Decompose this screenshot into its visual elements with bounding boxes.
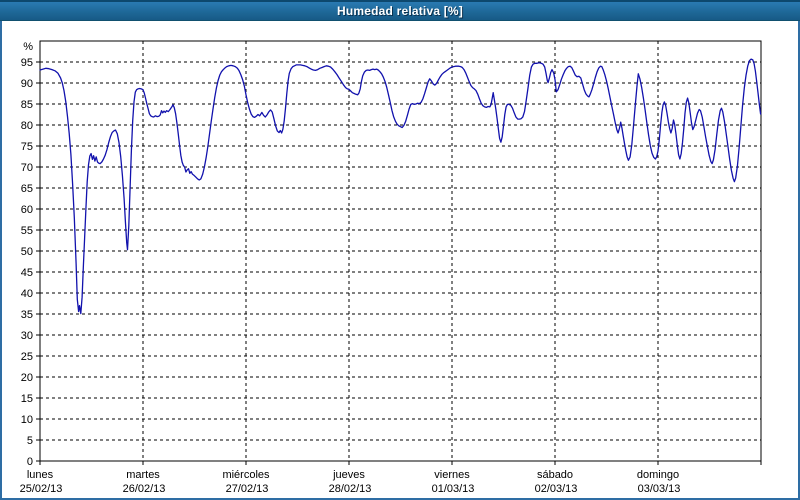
y-tick-label: 60 [21, 204, 33, 216]
x-date-label: 25/02/13 [20, 483, 63, 495]
x-day-label: lunes [27, 469, 54, 481]
y-tick-label: 50 [21, 246, 33, 258]
y-tick-label: 70 [21, 162, 33, 174]
window-title-bar: Humedad relativa [%] [0, 0, 800, 21]
y-tick-label: 30 [21, 330, 33, 342]
y-tick-label: 75 [21, 141, 33, 153]
y-tick-label: 5 [27, 435, 33, 447]
x-day-label: viernes [434, 469, 470, 481]
window-title: Humedad relativa [%] [336, 4, 464, 18]
x-day-label: miércoles [222, 469, 270, 481]
x-day-label: martes [126, 469, 160, 481]
y-tick-label: 35 [21, 309, 33, 321]
x-day-label: sábado [537, 469, 573, 481]
y-tick-label: 55 [21, 225, 33, 237]
x-date-label: 26/02/13 [123, 483, 166, 495]
y-axis-unit-label: % [23, 41, 33, 53]
x-day-label: jueves [332, 469, 365, 481]
y-tick-label: 0 [27, 456, 33, 468]
y-tick-label: 90 [21, 78, 33, 90]
y-tick-label: 85 [21, 99, 33, 111]
x-date-label: 28/02/13 [329, 483, 372, 495]
y-tick-label: 10 [21, 414, 33, 426]
x-date-label: 01/03/13 [432, 483, 475, 495]
y-tick-label: 80 [21, 120, 33, 132]
y-tick-label: 65 [21, 183, 33, 195]
y-tick-label: 45 [21, 267, 33, 279]
x-date-label: 27/02/13 [226, 483, 269, 495]
y-tick-label: 25 [21, 351, 33, 363]
y-tick-label: 95 [21, 57, 33, 69]
y-tick-label: 15 [21, 393, 33, 405]
y-tick-label: 20 [21, 372, 33, 384]
x-day-label: domingo [637, 469, 679, 481]
x-date-label: 02/03/13 [535, 483, 578, 495]
y-tick-label: 40 [21, 288, 33, 300]
humidity-series-line [39, 58, 762, 315]
x-date-label: 03/03/13 [638, 483, 681, 495]
